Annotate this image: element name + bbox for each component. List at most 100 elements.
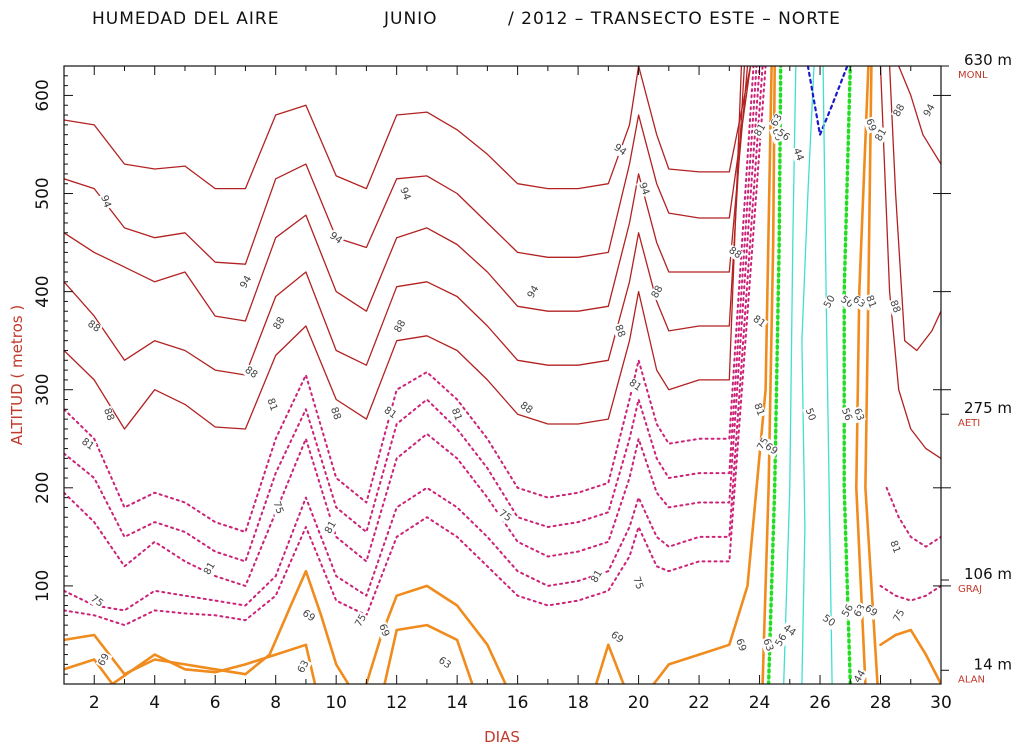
contour-label-bg [84,318,103,336]
contour-label-bg [629,574,646,593]
contour-label-bg [849,293,868,311]
title-part-1: HUMEDAD DEL AIRE [92,9,279,29]
plot-frame [63,65,942,685]
contour-label: 69 [96,652,112,669]
contour-label-bg [891,606,908,625]
y-axis: 100 200 300 400 500 600 [33,65,73,675]
contour-label-bg [448,405,464,424]
contour-line-50 [801,66,815,684]
contour-label-bg [851,667,869,686]
contour-labels: 9494949494949494888888888888888888888888… [78,101,939,686]
contour-line-75 [64,66,767,627]
contour-label-bg [839,601,857,621]
contour-label: 75 [892,608,908,625]
contour-label-bg [435,654,454,672]
contour-label-bg [649,282,667,302]
y-tick-label: 300 [33,373,53,405]
contour-label-bg [397,185,413,203]
y-tick-label: 200 [33,472,53,504]
contour-label-bg [375,621,392,640]
contour-line-88 [888,66,941,352]
contour-label: 88 [892,102,908,119]
x-tick-label: 2 [89,693,100,713]
contour-label: 63 [851,407,866,423]
x-tick-label: 24 [749,693,771,713]
contour-line-81 [64,66,758,563]
contour-label-bg [780,622,799,640]
contour-label-bg [819,612,838,630]
contour-label-bg [270,498,286,517]
contour-label: 69 [733,637,748,653]
title-part-3: / 2012 – TRANSECTO ESTE – NORTE [508,9,841,29]
y-axis-label: ALTITUD ( metros ) [8,305,26,445]
contour-label-bg [100,405,117,424]
contour-line-81 [885,486,941,548]
station-name: GRAJ [958,584,982,595]
contour-label-bg [768,111,786,130]
contour-label-bg [97,192,114,211]
contour-label: 94 [611,142,628,158]
contour-label-bg [327,404,343,423]
contour-label-bg [754,435,772,454]
contour-label: 88 [101,407,116,423]
contour-label: 81 [264,397,279,413]
contour-label: 88 [887,299,902,315]
x-tick-label: 22 [688,693,710,713]
contour-label-bg [891,101,908,120]
contour-label-bg [749,313,769,331]
contour-line-63 [383,623,474,684]
contour-line-63 [854,66,870,684]
contour-label-bg [78,435,97,454]
contour-line-94 [64,66,752,265]
contour-line-69 [879,628,941,684]
contour-label-bg [861,602,881,620]
contour-label: 94 [327,230,344,246]
contour-label: 75 [497,508,514,524]
contour-label: 88 [243,365,260,381]
contour-label-bg [611,322,628,341]
x-tick-label: 8 [270,693,281,713]
contour-label: 56 [839,407,854,423]
station-name: ALAN [958,674,985,685]
x-tick-label: 30 [930,693,952,713]
contour-line-81 [64,66,755,533]
contour-label-bg [821,292,839,312]
contour-label-bg [872,126,890,145]
contour-label: 69 [300,608,317,624]
contour-label: 50 [822,294,838,311]
x-tick-label: 16 [507,693,529,713]
contour-label-bg [761,440,781,459]
contour-label-bg [271,314,289,333]
contour-line-56 [842,66,852,684]
contour-label: 69 [608,630,625,646]
contour-label: 94 [526,284,542,301]
x-tick-label: 12 [386,693,408,713]
contour-label-bg [725,244,744,262]
station-altitude: 14 m [974,655,1012,673]
x-axis-label: DIAS [484,728,520,746]
x-tick-label: 28 [870,693,892,713]
contour-label: 81 [589,568,605,585]
title-part-2: JUNIO [383,9,438,29]
x-tick-label: 6 [210,693,221,713]
contour-label: 50 [820,613,837,629]
station-altitude: 630 m [964,51,1012,69]
station-name: MONL [958,70,988,81]
contour-label-bg [525,282,543,302]
contour-label-bg [326,229,345,248]
contour-label: 94 [238,274,254,291]
y-tick-label: 400 [33,275,53,307]
contour-label: 81 [449,407,464,423]
contour-label: 81 [202,560,218,577]
contour-label: 75 [630,575,645,591]
contour-label: 88 [272,315,288,332]
x-tick-label: 26 [809,693,831,713]
contour-label-bg [837,293,856,311]
contour-label: 88 [518,400,535,416]
contour-label-bg [237,273,255,292]
contour-label-bg [759,636,776,654]
contour-line-88 [879,66,941,460]
x-tick-label: 14 [446,693,468,713]
contour-label-bg [588,567,606,586]
y-tick-label: 100 [33,570,53,602]
